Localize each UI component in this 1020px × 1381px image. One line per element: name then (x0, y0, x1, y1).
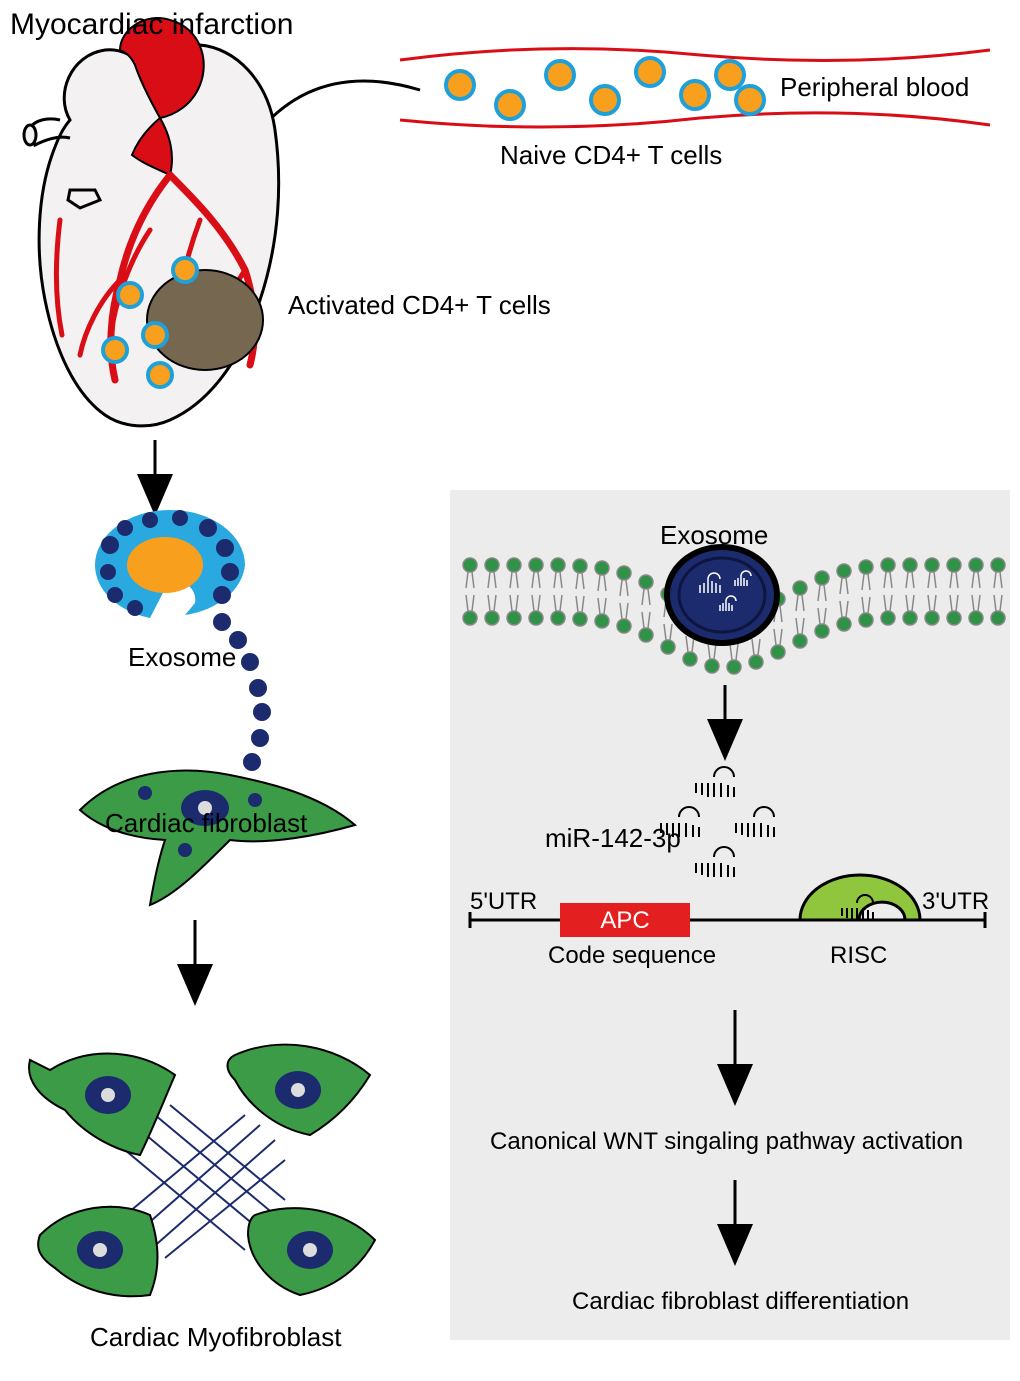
exosome-right-label: Exosome (660, 520, 768, 551)
exosome-left-label: Exosome (128, 642, 236, 673)
title-label: Myocardiac infarction (10, 8, 293, 42)
mirna-label: miR-142-3p (545, 823, 681, 854)
apc-box-text: APC (600, 907, 649, 934)
cardiac-fibroblast-label: Cardiac fibroblast (105, 808, 307, 839)
exosome-cell (95, 510, 245, 618)
mirna-glyphs (661, 767, 774, 877)
heart-diagram (24, 18, 279, 426)
diagram-svg: APC (0, 0, 1020, 1381)
cardiac-myofibroblast-label: Cardiac Myofibroblast (90, 1322, 341, 1353)
exosome-trail (213, 613, 271, 771)
activated-cells-label: Activated CD4+ T cells (288, 290, 551, 321)
wnt-label: Canonical WNT singaling pathway activati… (490, 1128, 963, 1156)
naive-cells-label: Naive CD4+ T cells (500, 140, 722, 171)
naive-tcells (446, 58, 764, 119)
mrna-construct: APC (470, 875, 985, 937)
utr5-label: 5'UTR (470, 888, 537, 916)
risc-label: RISC (830, 942, 887, 970)
code-sequence-label: Code sequence (548, 942, 716, 970)
exosome-vesicle (667, 547, 777, 643)
myofibroblast-cluster (29, 1045, 375, 1297)
differentiation-label: Cardiac fibroblast differentiation (572, 1288, 909, 1316)
utr3-label: 3'UTR (922, 888, 989, 916)
peripheral-blood-label: Peripheral blood (780, 72, 969, 103)
